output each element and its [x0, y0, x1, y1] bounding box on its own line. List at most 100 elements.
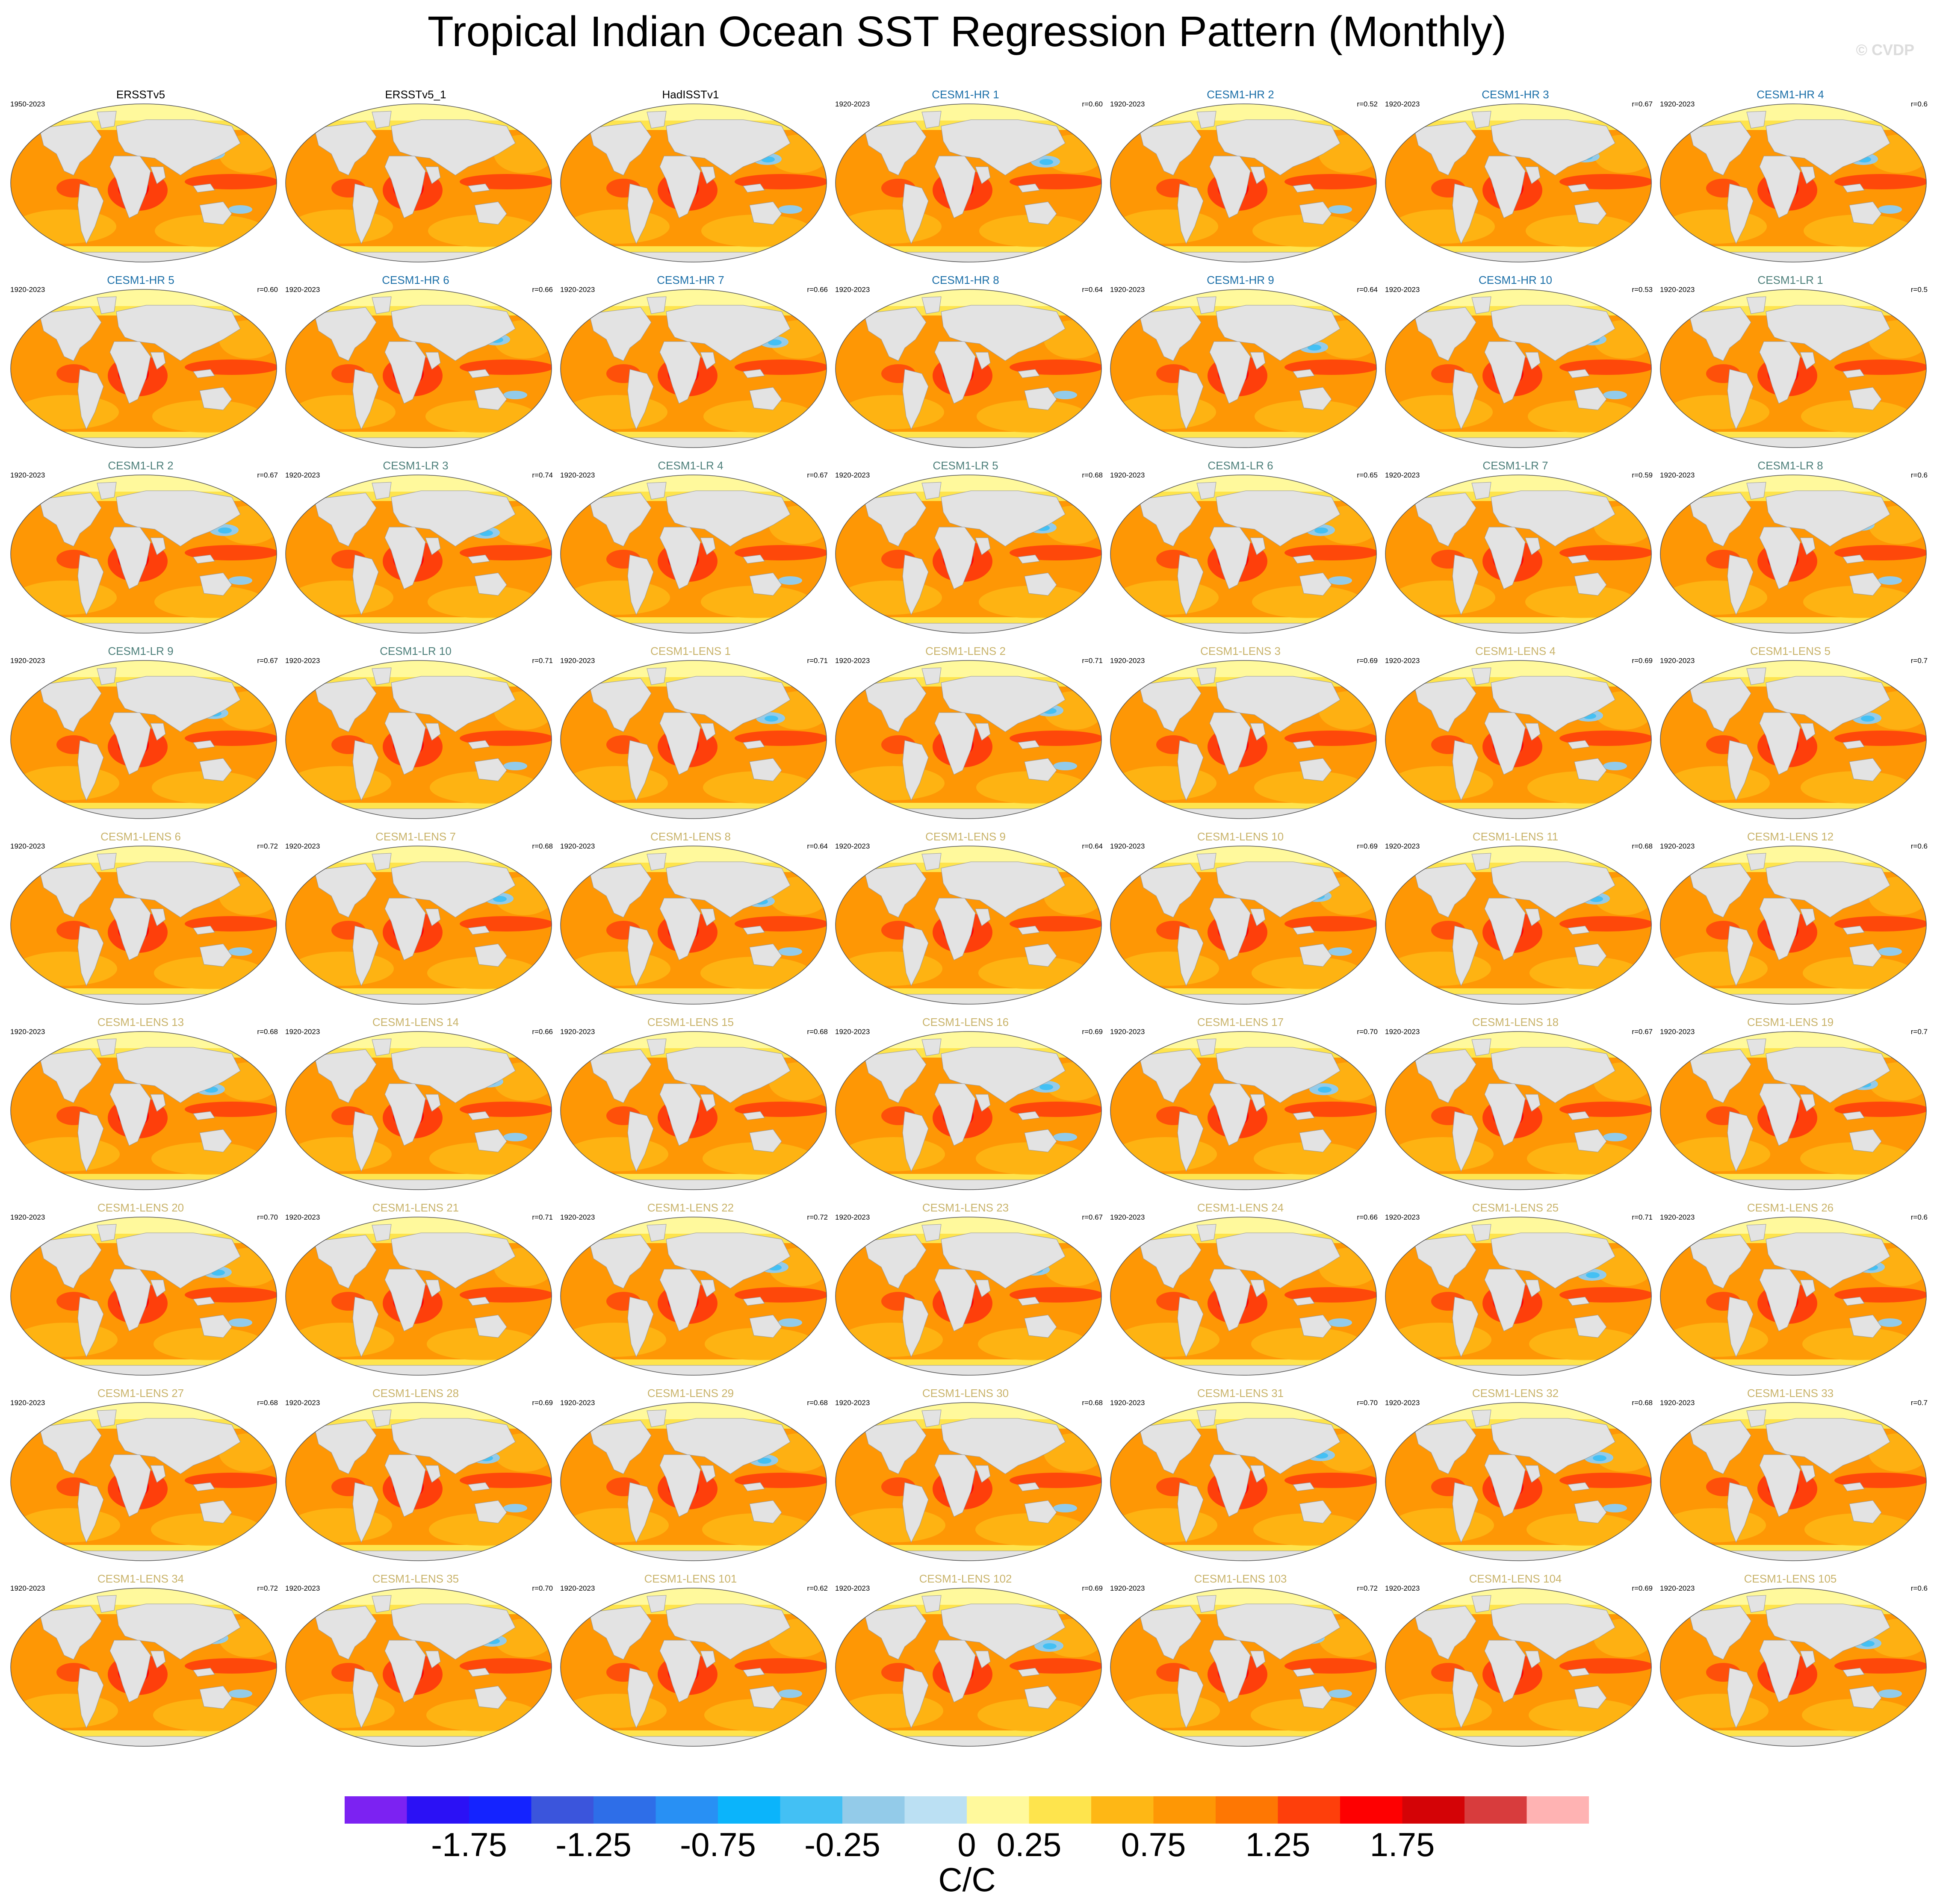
land-mass: [666, 1603, 791, 1660]
panel-years: 1920-2023: [560, 657, 595, 665]
map-panel: CESM1-LENS 8 1920-2023 r=0.64: [553, 830, 828, 1014]
panel-pattern-correlation: r=0.69: [1632, 657, 1653, 665]
land-mass: [836, 994, 1101, 1004]
sst-regression-map: [560, 1031, 827, 1190]
map-outline: [560, 103, 827, 262]
land-mass: [659, 898, 701, 961]
land-mass: [975, 1651, 991, 1668]
land-mass: [902, 554, 929, 616]
land-mass: [1849, 1129, 1882, 1152]
land-mass: [1727, 1668, 1754, 1729]
map-outline: [1110, 103, 1377, 262]
land-mass: [1484, 1640, 1526, 1703]
land-mass: [116, 305, 241, 361]
panel-title: CESM1-LENS 18: [1472, 1016, 1559, 1029]
land-mass: [1849, 943, 1882, 967]
land-mass: [1660, 808, 1926, 819]
map-outline: [285, 1217, 552, 1376]
sst-regression-map: [1385, 289, 1652, 448]
land-mass: [1484, 712, 1526, 775]
land-mass: [1250, 1094, 1266, 1112]
panel-title: CESM1-HR 3: [1482, 88, 1549, 101]
land-mass: [561, 1365, 827, 1375]
land-mass: [1250, 1279, 1266, 1297]
land-mass: [97, 482, 117, 500]
land-mass: [1110, 437, 1376, 448]
land-mass: [77, 740, 104, 801]
land-mass: [1525, 1279, 1541, 1297]
land-mass: [150, 908, 166, 926]
sst-regression-map: [1110, 289, 1377, 448]
colorbar-tick-label: -0.75: [680, 1826, 756, 1863]
panel-title: CESM1-LENS 10: [1197, 830, 1284, 843]
land-mass: [391, 1418, 516, 1474]
land-mass: [1491, 490, 1615, 547]
land-mass: [1293, 369, 1315, 378]
land-mass: [1471, 296, 1491, 314]
land-mass: [1385, 1365, 1651, 1375]
land-mass: [109, 898, 151, 961]
land-mass: [39, 121, 102, 176]
land-mass: [647, 667, 667, 685]
panel-pattern-correlation: r=0.6: [1910, 100, 1928, 108]
land-mass: [1385, 1179, 1651, 1190]
land-mass: [1024, 201, 1057, 225]
map-outline: [1110, 1217, 1377, 1376]
panel-years: 1920-2023: [1385, 286, 1420, 294]
land-mass: [1491, 1603, 1615, 1660]
panel-pattern-correlation: r=0.62: [807, 1584, 828, 1592]
colorbar-box: [1029, 1796, 1091, 1824]
map-outline: [560, 846, 827, 1005]
panel-title: CESM1-LR 1: [1757, 274, 1823, 286]
land-mass: [1766, 1418, 1890, 1474]
panel-title: CESM1-LR 2: [108, 459, 174, 472]
land-mass: [1385, 1550, 1651, 1561]
panel-pattern-correlation: r=0.59: [1632, 471, 1653, 479]
land-mass: [941, 1603, 1066, 1660]
land-mass: [1414, 1049, 1476, 1103]
land-mass: [1196, 482, 1217, 500]
land-mass: [1849, 572, 1882, 596]
land-mass: [1139, 492, 1202, 547]
land-mass: [391, 1232, 516, 1289]
sst-regression-map: [1660, 1217, 1927, 1376]
panel-pattern-correlation: r=0.7: [1910, 657, 1928, 665]
land-mass: [425, 908, 441, 926]
sst-regression-map: [285, 1588, 552, 1747]
sst-regression-map: [560, 1402, 827, 1561]
sst-regression-map: [285, 103, 552, 262]
panel-title: CESM1-HR 5: [107, 274, 174, 286]
map-outline: [10, 1031, 277, 1190]
cvdp-watermark: © CVDP: [1856, 41, 1914, 59]
land-mass: [902, 740, 929, 801]
panel-years: 1920-2023: [560, 1213, 595, 1221]
panel-pattern-correlation: r=0.72: [807, 1213, 828, 1221]
land-mass: [1491, 1232, 1615, 1289]
map-panel: CESM1-LENS 11 1920-2023 r=0.68: [1378, 830, 1653, 1014]
land-mass: [1746, 482, 1766, 500]
land-mass: [39, 1235, 102, 1289]
land-mass: [1177, 369, 1204, 430]
land-mass: [384, 898, 426, 961]
land-mass: [1177, 183, 1204, 245]
sst-field: [1110, 1032, 1376, 1190]
sst-field: [11, 1588, 277, 1746]
land-mass: [1727, 925, 1754, 987]
panel-years: 1920-2023: [285, 471, 320, 479]
land-mass: [109, 1269, 151, 1332]
land-mass: [1018, 1482, 1040, 1491]
sst-regression-map: [835, 475, 1102, 634]
map-panel: CESM1-HR 5 1920-2023 r=0.60: [3, 274, 278, 457]
land-mass: [384, 1269, 426, 1332]
land-mass: [468, 369, 490, 378]
panel-pattern-correlation: r=0.71: [532, 657, 553, 665]
land-mass: [391, 861, 516, 918]
land-mass: [934, 1269, 976, 1332]
land-mass: [1452, 925, 1479, 987]
sst-field: [286, 846, 552, 1004]
panel-title: CESM1-LENS 6: [100, 830, 181, 843]
land-mass: [1759, 156, 1801, 218]
map-outline: [835, 846, 1102, 1005]
land-mass: [391, 1047, 516, 1103]
panel-pattern-correlation: r=0.6: [1910, 1213, 1928, 1221]
